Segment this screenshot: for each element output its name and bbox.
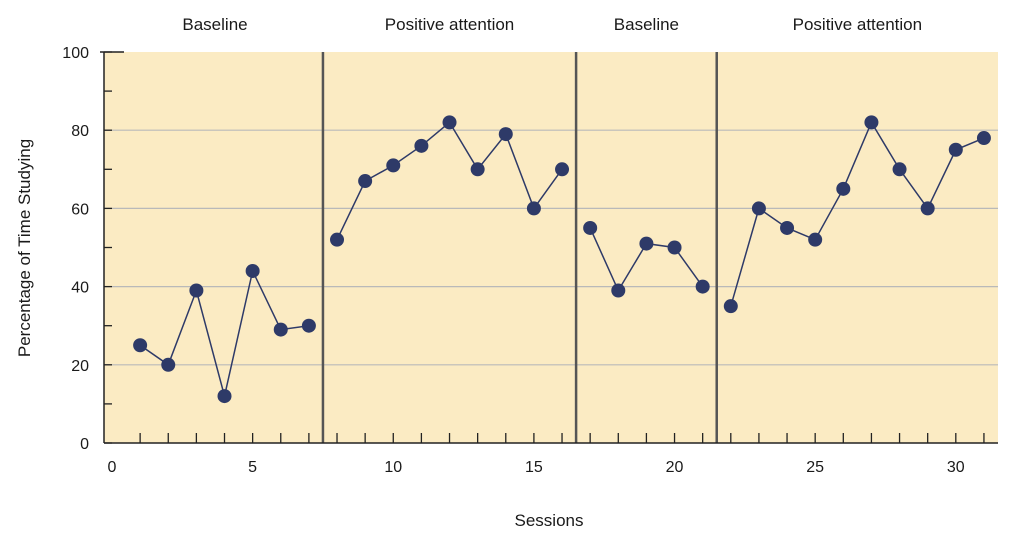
series-line — [730, 120, 985, 307]
y-tick-label: 40 — [71, 280, 89, 297]
data-point — [976, 131, 991, 146]
data-point — [583, 220, 598, 235]
data-point — [301, 318, 316, 333]
x-tick-label: 5 — [248, 459, 257, 476]
y-tick-label: 20 — [71, 358, 89, 375]
x-tick-label: 10 — [384, 459, 402, 476]
data-point — [386, 158, 401, 173]
data-point — [836, 181, 851, 196]
data-point — [920, 201, 935, 216]
data-point — [808, 232, 823, 247]
data-point — [948, 142, 963, 157]
data-point — [133, 338, 148, 353]
x-axis-title: Sessions — [515, 511, 584, 530]
data-point — [498, 127, 513, 142]
data-point — [189, 283, 204, 298]
phase-label: Positive attention — [385, 15, 514, 34]
phase-label: Baseline — [182, 15, 247, 34]
x-tick-label: 0 — [108, 459, 117, 476]
data-point — [695, 279, 710, 294]
data-point — [864, 115, 879, 130]
y-tick-label: 80 — [71, 123, 89, 140]
data-point — [526, 201, 541, 216]
plot-background — [104, 52, 998, 443]
data-point — [555, 162, 570, 177]
x-tick-label: 20 — [666, 459, 684, 476]
data-point — [358, 174, 373, 189]
x-tick-label: 30 — [947, 459, 965, 476]
data-point — [892, 162, 907, 177]
y-tick-label: 60 — [71, 201, 89, 218]
data-point — [470, 162, 485, 177]
y-tick-label: 0 — [80, 436, 89, 453]
data-point — [723, 299, 738, 314]
data-point — [780, 220, 795, 235]
data-point — [330, 232, 345, 247]
data-point — [217, 389, 232, 404]
data-point — [273, 322, 288, 337]
data-point — [611, 283, 626, 298]
data-point — [442, 115, 457, 130]
phase-label: Positive attention — [793, 15, 922, 34]
x-tick-label: 25 — [806, 459, 824, 476]
y-axis-title: Percentage of Time Studying — [15, 139, 34, 357]
data-point — [161, 357, 176, 372]
data-point — [751, 201, 766, 216]
x-tick-label: 15 — [525, 459, 543, 476]
phase-label: Baseline — [614, 15, 679, 34]
data-point — [639, 236, 654, 251]
data-point — [414, 138, 429, 153]
data-point — [245, 263, 260, 278]
y-tick-label: 100 — [62, 45, 89, 62]
data-point — [667, 240, 682, 255]
